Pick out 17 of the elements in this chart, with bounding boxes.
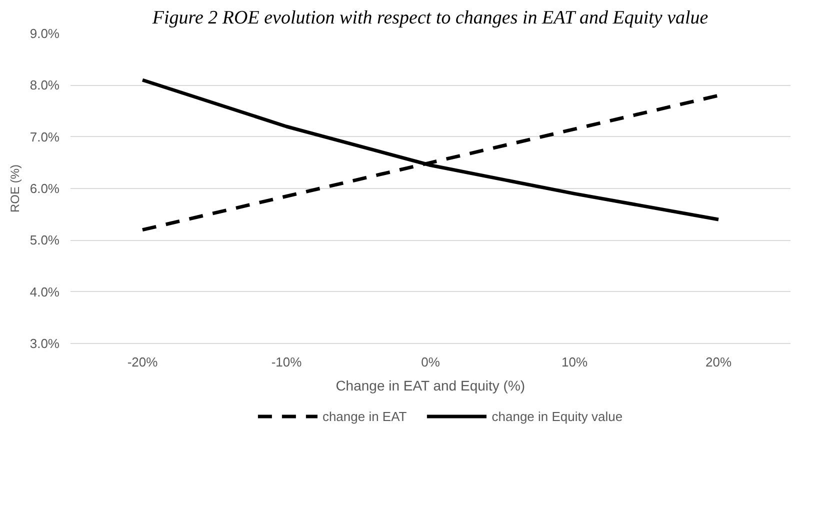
x-tick-label: -10%	[271, 354, 302, 370]
y-tick-label: 9.0%	[30, 26, 60, 41]
y-tick-label: 5.0%	[30, 232, 60, 248]
y-tick-label: 7.0%	[30, 129, 60, 144]
x-tick-label: -20%	[127, 354, 158, 370]
y-axis-title: ROE (%)	[8, 164, 22, 212]
y-tick-label: 3.0%	[30, 336, 60, 351]
legend-label: change in EAT	[322, 408, 407, 424]
y-tick-label: 6.0%	[30, 181, 60, 196]
y-tick-label: 8.0%	[30, 78, 60, 93]
x-tick-label: 20%	[705, 354, 732, 370]
x-tick-label: 10%	[561, 354, 588, 370]
chart-title: Figure 2 ROE evolution with respect to changes in EAT and Equity value	[151, 8, 708, 28]
legend-label: change in Equity value	[492, 408, 623, 424]
x-axis-title: Change in EAT and Equity (%)	[336, 378, 526, 394]
x-tick-label: 0%	[421, 354, 440, 370]
y-tick-label: 4.0%	[30, 284, 60, 300]
